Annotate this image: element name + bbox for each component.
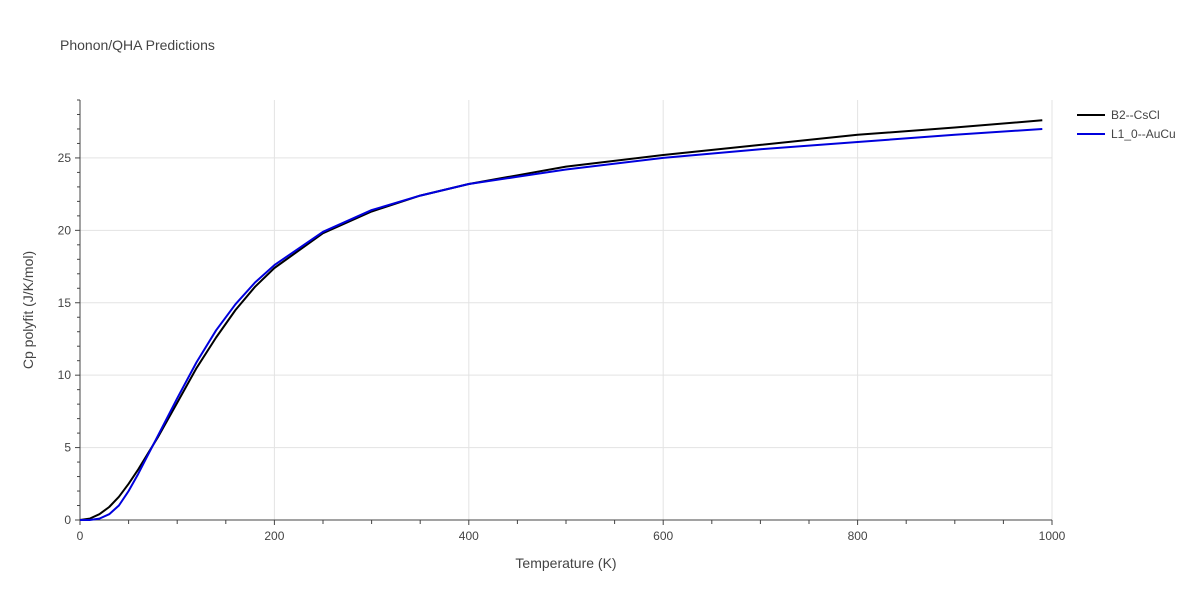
series-line: [79, 119, 1043, 521]
x-tick-label: 800: [848, 529, 868, 543]
x-tick-label: 1000: [1039, 529, 1066, 543]
grid: [80, 100, 1053, 520]
series-lines: [79, 119, 1043, 521]
series-line: [80, 128, 1043, 521]
x-axis-label: Temperature (K): [515, 555, 616, 571]
legend[interactable]: B2--CsCl L1_0--AuCu: [1077, 108, 1176, 141]
x-tick-label: 400: [459, 529, 479, 543]
y-axis-label: Cp polyfit (J/K/mol): [20, 251, 36, 369]
x-tick-label: 0: [77, 529, 84, 543]
legend-label: B2--CsCl: [1111, 108, 1160, 122]
legend-item[interactable]: B2--CsCl: [1077, 108, 1160, 122]
y-tick-label: 20: [58, 223, 72, 237]
chart-title: Phonon/QHA Predictions: [60, 37, 215, 53]
legend-item[interactable]: L1_0--AuCu: [1077, 127, 1176, 141]
axes: 0 200 400 600 800 1000 0 5 10 15 20 25: [58, 99, 1066, 543]
y-tick-label: 5: [64, 441, 71, 455]
legend-label: L1_0--AuCu: [1111, 127, 1176, 141]
x-tick-label: 600: [653, 529, 673, 543]
y-tick-label: 10: [58, 368, 72, 382]
y-tick-label: 15: [58, 296, 72, 310]
y-tick-label: 0: [64, 513, 71, 527]
x-tick-label: 200: [264, 529, 284, 543]
y-tick-label: 25: [58, 151, 72, 165]
